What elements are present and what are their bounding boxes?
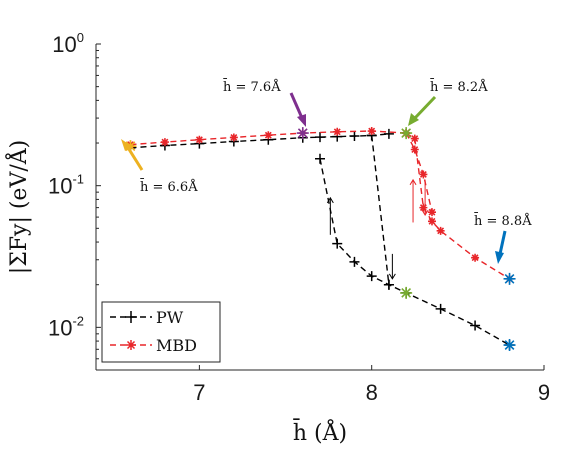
axis-ticks: 7 8 9 10-2 10-1 100 <box>48 30 550 405</box>
series-mbd-point <box>419 203 428 212</box>
direction-arrow-1 <box>388 253 396 280</box>
series-pw-point <box>383 279 394 290</box>
series-mbd-line-2 <box>405 132 433 213</box>
direction-arrow-2 <box>409 178 417 223</box>
direction-arrow-3 <box>421 179 429 217</box>
y-tick-label-1: 10-1 <box>48 172 84 199</box>
series-mbd-point <box>428 217 436 226</box>
legend-box <box>101 301 221 363</box>
highlighted-point-2 <box>400 127 413 140</box>
series-pw-point <box>435 303 446 314</box>
plot-axes <box>95 44 544 371</box>
series-pw-point <box>366 271 377 282</box>
annotation-arrow-7-6 <box>289 92 306 127</box>
series-pw-point <box>315 153 325 164</box>
annotation-8-8: h̄ = 8.8Å <box>473 212 532 229</box>
x-tick-label-8: 8 <box>366 380 378 405</box>
annotation-arrow-6-6 <box>121 139 144 171</box>
highlighted-point-3 <box>400 286 413 299</box>
series-pw-point <box>349 256 360 267</box>
y-tick-label-2: 100 <box>52 30 84 57</box>
annotation-8-2: h̄ = 8.2Å <box>429 78 488 95</box>
x-tick-label-9: 9 <box>538 380 550 405</box>
series-mbd-point <box>264 131 273 140</box>
legend-label-pw: PW <box>156 308 184 327</box>
series-pw-point <box>470 320 481 331</box>
highlighted-point-1 <box>296 127 309 140</box>
series-mbd-line-0 <box>130 130 407 146</box>
series-mbd-point <box>333 127 342 136</box>
series-pw-point <box>315 132 325 143</box>
annotation-7-6: h̄ = 7.6Å <box>222 78 281 95</box>
highlighted-point-5 <box>503 339 516 352</box>
annotations: h̄ = 6.6Å h̄ = 7.6Å h̄ = 8.2Å h̄ = 8.8Å <box>121 78 532 264</box>
series-mbd-point <box>436 226 445 235</box>
series-mbd-point <box>410 145 419 154</box>
series-mbd <box>126 127 514 283</box>
legend-item-mbd: MBD <box>110 336 197 355</box>
series-layer <box>125 127 515 351</box>
series-pw-point <box>349 131 360 142</box>
annotation-arrow-8-2 <box>408 95 437 126</box>
series-mbd-point <box>229 133 238 142</box>
x-axis-title: h̄ (Å) <box>293 418 347 446</box>
x-tick-label-7: 7 <box>193 380 205 405</box>
series-mbd-point <box>410 134 419 143</box>
legend: PW MBD <box>101 301 221 363</box>
direction-arrow-0 <box>326 196 334 235</box>
series-mbd-point <box>428 208 436 217</box>
y-tick-label-0: 10-2 <box>48 313 84 340</box>
legend-item-pw: PW <box>110 308 184 327</box>
series-mbd-point <box>419 170 428 179</box>
series-mbd-point <box>471 253 480 262</box>
highlighted-point-4 <box>503 272 516 285</box>
y-axis-title: |ΣFy| (eV/Å) <box>4 140 32 274</box>
annotation-6-6: h̄ = 6.6Å <box>139 178 198 195</box>
series-pw-line-2 <box>371 135 390 285</box>
series-pw-line-1 <box>319 158 510 346</box>
direction-arrows <box>326 178 429 280</box>
legend-label-mbd: MBD <box>156 336 197 355</box>
series-pw-point <box>383 128 394 139</box>
series-mbd-point <box>367 127 376 136</box>
series-mbd-point <box>160 138 169 147</box>
series-pw-point <box>332 238 343 249</box>
series-mbd-point <box>195 135 204 144</box>
annotation-arrow-8-8 <box>495 230 507 264</box>
